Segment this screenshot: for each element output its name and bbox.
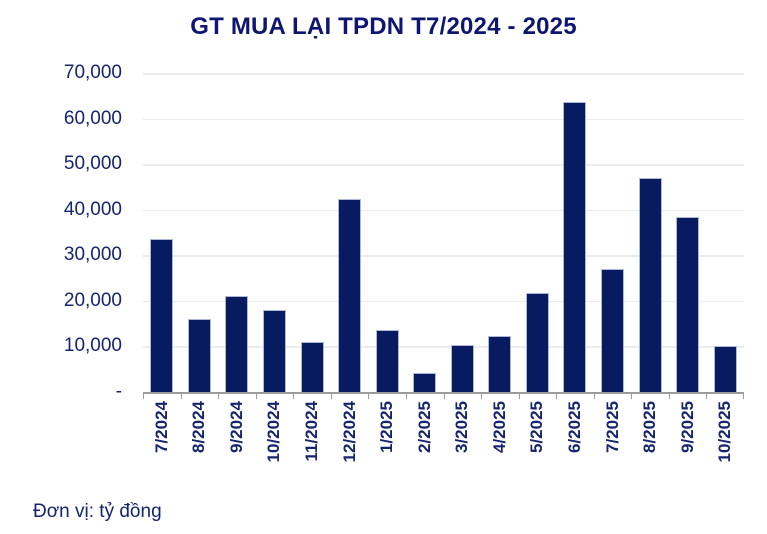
- bar-12-2024: [338, 199, 362, 392]
- x-axis-tick: [368, 394, 369, 399]
- x-tick-label-text: 10/2024: [264, 401, 284, 463]
- x-tick-label-text: 2/2025: [414, 401, 434, 453]
- x-axis-tick: [594, 394, 595, 399]
- gridline: [143, 164, 744, 166]
- x-tick-label-1-2025: 1/2025: [368, 401, 406, 498]
- bar-8-2025: [638, 177, 662, 392]
- plot-area: [143, 73, 744, 394]
- bar-2-2025: [413, 372, 437, 392]
- x-tick-label-6-2025: 6/2025: [556, 401, 594, 498]
- x-axis-tick: [444, 394, 445, 399]
- x-tick-label-11-2024: 11/2024: [293, 401, 331, 498]
- x-axis-tick: [293, 394, 294, 399]
- x-tick-label-5-2025: 5/2025: [519, 401, 557, 498]
- x-axis-ticks: [143, 394, 744, 401]
- gridline: [143, 209, 744, 212]
- x-tick-label-12-2024: 12/2024: [331, 401, 369, 498]
- x-tick-label-2-2025: 2/2025: [406, 401, 444, 498]
- x-axis-tick: [743, 394, 744, 399]
- x-axis-labels: 7/2024 8/2024 9/2024 10/2024 11/2024 12/2024 1…: [143, 401, 744, 498]
- x-axis-tick: [331, 394, 332, 399]
- x-tick-label-text: 9/2025: [677, 401, 697, 453]
- x-tick-label-8-2025: 8/2025: [631, 401, 669, 498]
- x-tick-label-text: 3/2025: [452, 401, 472, 453]
- bar-10-2025: [713, 345, 737, 392]
- x-tick-label-text: 1/2025: [377, 401, 397, 453]
- unit-note: Đơn vị: tỷ đồng: [33, 501, 162, 522]
- bar-3-2025: [450, 345, 474, 392]
- bar-7-2025: [601, 269, 625, 392]
- x-tick-label-text: 8/2025: [640, 401, 660, 453]
- bar-1-2025: [375, 330, 399, 392]
- x-tick-label-8-2024: 8/2024: [181, 401, 219, 498]
- y-tick-label: 20,000: [63, 289, 122, 311]
- x-axis-tick: [669, 394, 670, 399]
- bar-5-2025: [525, 292, 549, 392]
- x-tick-label-4-2025: 4/2025: [481, 401, 519, 498]
- x-tick-label-text: 6/2025: [564, 401, 584, 453]
- gridline: [143, 346, 744, 348]
- x-tick-label-text: 10/2025: [715, 401, 735, 463]
- y-tick-label: 30,000: [63, 244, 122, 266]
- gridline: [143, 118, 744, 121]
- x-tick-label-9-2024: 9/2024: [218, 401, 256, 498]
- x-axis-tick: [706, 394, 707, 399]
- x-axis-tick: [556, 394, 557, 399]
- x-axis-tick: [256, 394, 257, 399]
- x-tick-label-7-2024: 7/2024: [143, 401, 181, 498]
- bar-4-2025: [488, 335, 512, 392]
- y-tick-label: 10,000: [63, 335, 122, 357]
- gridline: [143, 255, 744, 257]
- x-axis-tick: [481, 394, 482, 399]
- gridline: [143, 73, 744, 75]
- y-tick-label: 40,000: [63, 198, 122, 220]
- x-axis-tick: [519, 394, 520, 399]
- bar-6-2025: [563, 101, 587, 392]
- x-tick-label-text: 4/2025: [489, 401, 509, 453]
- y-tick-label: 50,000: [63, 153, 122, 175]
- x-axis-tick: [406, 394, 407, 399]
- x-axis-tick: [181, 394, 182, 399]
- x-tick-label-text: 11/2024: [302, 401, 322, 462]
- x-axis-tick: [631, 394, 632, 399]
- x-tick-label-10-2025: 10/2025: [706, 401, 744, 498]
- x-tick-label-text: 8/2024: [189, 401, 209, 453]
- x-tick-label-text: 5/2025: [527, 401, 547, 453]
- x-tick-label-text: 7/2025: [602, 401, 622, 453]
- x-tick-label-7-2025: 7/2025: [594, 401, 632, 498]
- y-tick-label: -: [115, 381, 122, 402]
- chart-title: GT MUA LẠI TPDN T7/2024 - 2025: [190, 13, 577, 40]
- x-axis-tick: [143, 394, 144, 399]
- y-tick-label: 70,000: [63, 62, 122, 83]
- gridline: [143, 300, 744, 303]
- bar-10-2024: [262, 310, 286, 392]
- x-tick-label-3-2025: 3/2025: [444, 401, 482, 498]
- bar-9-2025: [676, 217, 700, 392]
- x-tick-label-text: 12/2024: [339, 401, 359, 463]
- bar-7-2024: [150, 239, 174, 392]
- x-tick-label-10-2024: 10/2024: [256, 401, 294, 498]
- x-axis-tick: [218, 394, 219, 399]
- bar-8-2024: [187, 319, 211, 392]
- bar-9-2024: [225, 295, 249, 392]
- bar-11-2024: [300, 341, 324, 392]
- y-tick-label: 60,000: [63, 107, 122, 129]
- x-tick-label-text: 9/2024: [226, 401, 246, 453]
- x-tick-label-9-2025: 9/2025: [669, 401, 707, 498]
- x-tick-label-text: 7/2024: [151, 401, 171, 453]
